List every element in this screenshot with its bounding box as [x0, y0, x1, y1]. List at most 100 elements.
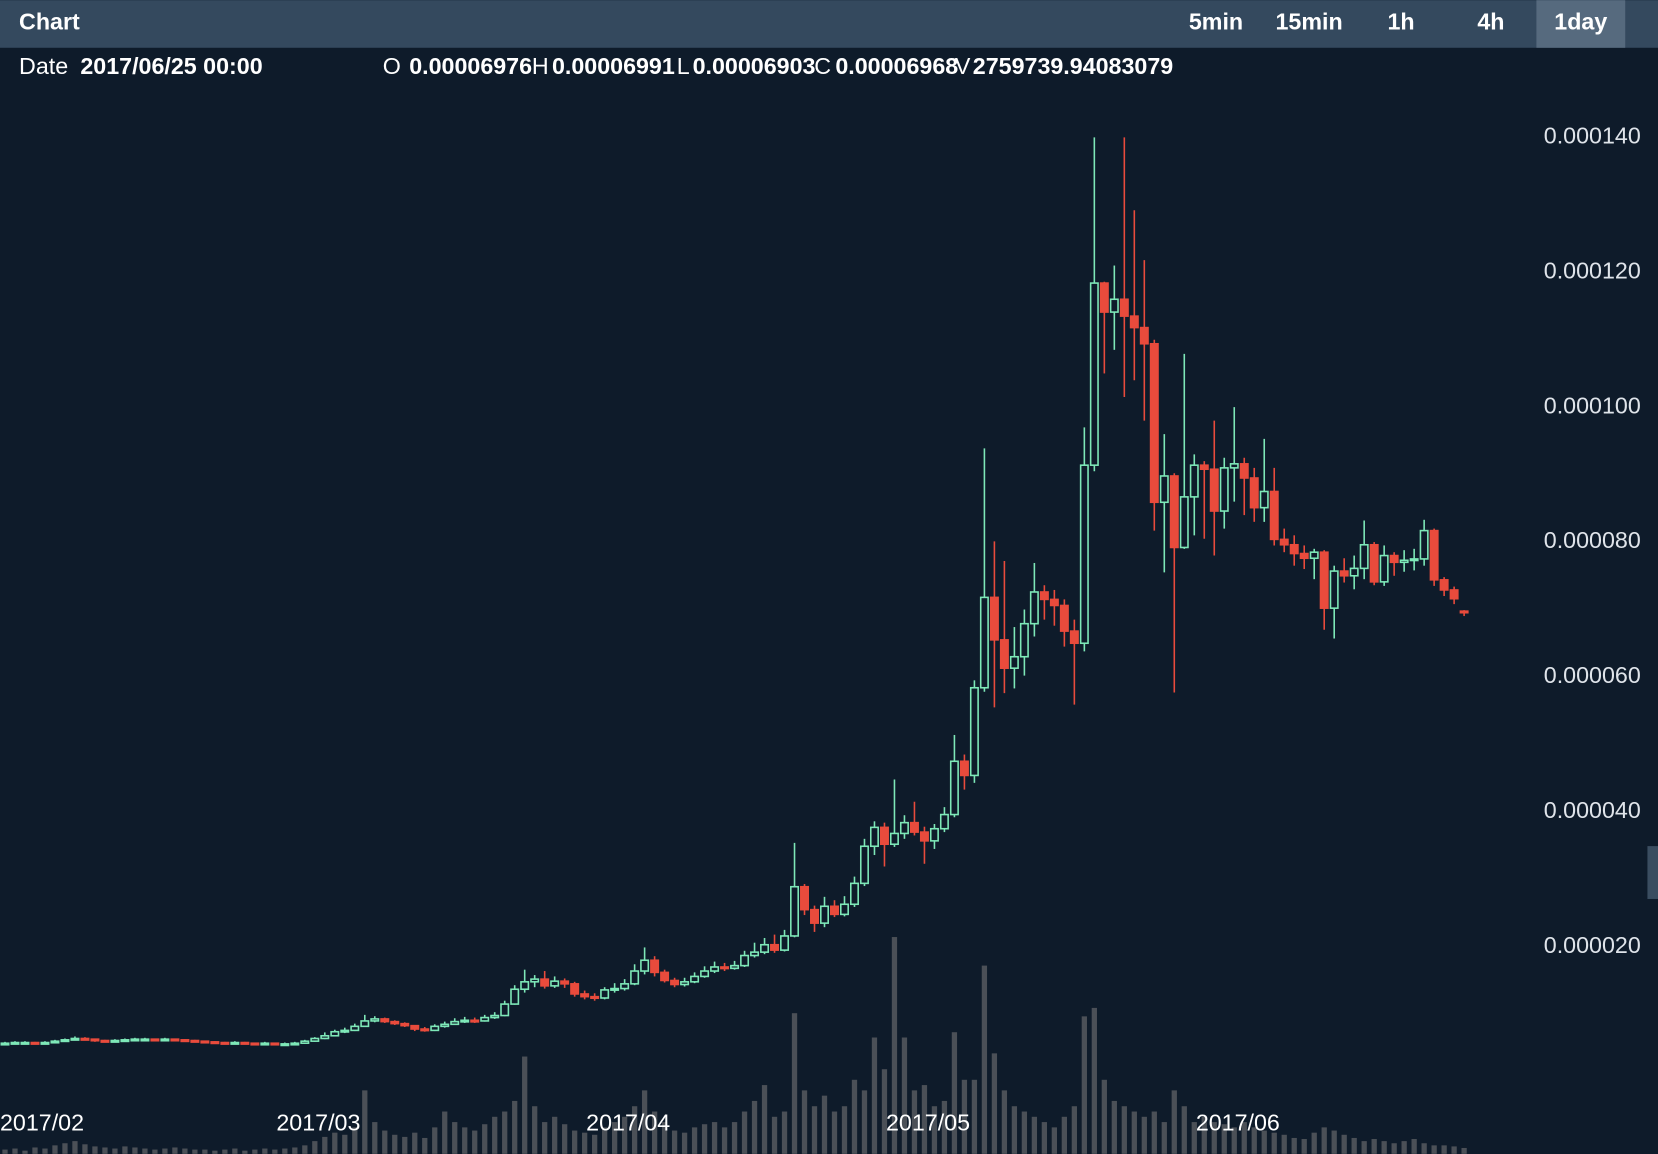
volume-bar [292, 1147, 298, 1154]
candle-body [1399, 559, 1409, 564]
volume-bar [1241, 1122, 1247, 1154]
candle-body [250, 1042, 260, 1046]
volume-bar [1291, 1137, 1297, 1154]
volume-bar [861, 1090, 868, 1154]
candle-body [889, 832, 899, 846]
candle-body [560, 980, 570, 985]
volume-bar [821, 1095, 828, 1154]
candle-body [640, 959, 650, 972]
volume-bar [242, 1150, 248, 1154]
interval-label[interactable]: 1day [1554, 9, 1607, 35]
volume-bar [631, 1106, 638, 1154]
candle-body [590, 995, 600, 1000]
volume-bar [122, 1146, 128, 1154]
candle-body [360, 1020, 370, 1028]
volume-bar [42, 1148, 48, 1154]
candle-body [430, 1025, 440, 1032]
candle-body [1459, 610, 1469, 614]
volume-bar [152, 1149, 158, 1154]
volume-bar [751, 1100, 758, 1154]
candle-layer [0, 137, 1469, 1047]
interval-label[interactable]: 1h [1387, 9, 1414, 35]
volume-bar [641, 1090, 648, 1154]
volume-bar [112, 1148, 118, 1154]
ohlc-header: Date 2017/06/25 00:00 O 0.00006976 H 0.0… [19, 53, 1173, 79]
candle-body [1389, 554, 1399, 564]
volume-bar [532, 1106, 538, 1154]
candle-body [310, 1037, 320, 1042]
interval-label[interactable]: 5min [1189, 9, 1243, 35]
volume-bar [262, 1148, 268, 1154]
chart-title: Chart [19, 9, 80, 35]
volume-bar [1201, 1116, 1207, 1154]
volume-bar [991, 1053, 998, 1154]
candle-body [1319, 551, 1329, 609]
open-value: 0.00006976 [409, 53, 532, 79]
volume-bar [232, 1148, 238, 1154]
y-tick-label: 0.000100 [1544, 392, 1641, 418]
volume-bar [132, 1147, 138, 1154]
candle-body [1409, 558, 1419, 562]
candle-body [1449, 589, 1459, 600]
candle-body [400, 1022, 410, 1027]
volume-bar [92, 1146, 98, 1154]
interval-button[interactable]: 1h [1387, 9, 1414, 35]
volume-bar [392, 1134, 398, 1154]
candle-body [1209, 468, 1219, 512]
candle-body [610, 987, 620, 991]
candle-body [959, 760, 969, 777]
volume-bar [302, 1145, 308, 1154]
volume-bar [1021, 1111, 1028, 1154]
volume-bar [911, 1090, 918, 1154]
volume-bar [661, 1122, 668, 1154]
volume-bar [1011, 1106, 1018, 1154]
candle-body [1229, 463, 1239, 469]
volume-bar [1411, 1139, 1417, 1154]
toolbar [0, 0, 1658, 48]
interval-label[interactable]: 15min [1275, 9, 1342, 35]
volume-bar [202, 1149, 208, 1154]
volume-bar [322, 1136, 328, 1154]
volume-bar [891, 937, 898, 1154]
interval-label[interactable]: 4h [1477, 9, 1504, 35]
candle-body [690, 975, 700, 983]
volume-bar [372, 1122, 378, 1154]
volume-bar [611, 1122, 618, 1154]
candle-body [120, 1039, 130, 1043]
volume-bar [811, 1106, 818, 1154]
candle-body [700, 970, 710, 978]
interval-buttons: 5min 15min 1h 4h 1day [1189, 0, 1626, 48]
interval-button[interactable]: 1day [1536, 0, 1626, 48]
volume-bar [921, 1085, 928, 1154]
interval-button[interactable]: 5min [1189, 9, 1243, 35]
volume-bar [931, 1106, 938, 1154]
candle-body [230, 1041, 240, 1045]
volume-bar [412, 1132, 418, 1154]
volume-bar [472, 1130, 478, 1154]
candle-body [110, 1039, 120, 1043]
candle-body [260, 1042, 270, 1046]
volume-bar [1391, 1143, 1397, 1154]
y-tick-label: 0.000040 [1544, 797, 1641, 823]
candle-body [730, 964, 740, 970]
interval-button[interactable]: 15min [1275, 9, 1342, 35]
candle-body [839, 903, 849, 916]
candle-body [1109, 298, 1119, 313]
candle-body [1309, 551, 1319, 560]
date-value: 2017/06/25 00:00 [80, 53, 262, 79]
interval-active-bg[interactable] [1536, 0, 1626, 48]
volume-bar [512, 1100, 518, 1154]
interval-button[interactable]: 4h [1477, 9, 1504, 35]
candle-body [290, 1042, 300, 1046]
volume-bar [252, 1149, 258, 1154]
candle-body [490, 1014, 500, 1019]
y-tick-label: 0.000080 [1544, 527, 1641, 553]
candle-body [510, 988, 520, 1005]
candle-body [660, 971, 670, 982]
volume-bar [1071, 1106, 1077, 1154]
scroll-handle[interactable] [1647, 846, 1658, 899]
candle-body [949, 760, 959, 816]
volume-bar [492, 1116, 498, 1154]
